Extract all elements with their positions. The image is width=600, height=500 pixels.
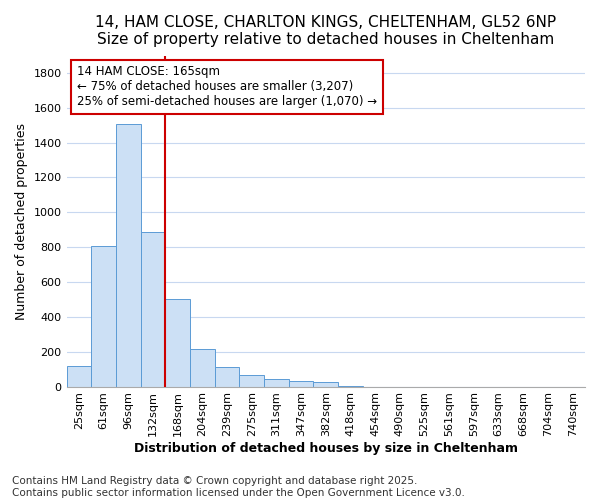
Bar (313, 382, 338, 386)
Bar (289, 381, 313, 386)
Bar (67, 366, 91, 386)
Bar (239, 376, 264, 386)
Bar (264, 378, 289, 386)
Bar (116, 124, 140, 386)
Y-axis label: Number of detached properties: Number of detached properties (15, 122, 28, 320)
X-axis label: Distribution of detached houses by size in Cheltenham: Distribution of detached houses by size … (134, 442, 518, 455)
Bar (190, 349, 215, 387)
Bar (165, 298, 190, 386)
Title: 14, HAM CLOSE, CHARLTON KINGS, CHELTENHAM, GL52 6NP
Size of property relative to: 14, HAM CLOSE, CHARLTON KINGS, CHELTENHA… (95, 15, 556, 48)
Bar (91, 246, 116, 386)
Bar (140, 232, 165, 386)
Text: Contains HM Land Registry data © Crown copyright and database right 2025.
Contai: Contains HM Land Registry data © Crown c… (12, 476, 465, 498)
Bar (215, 368, 239, 386)
Text: 14 HAM CLOSE: 165sqm
← 75% of detached houses are smaller (3,207)
25% of semi-de: 14 HAM CLOSE: 165sqm ← 75% of detached h… (77, 66, 377, 108)
